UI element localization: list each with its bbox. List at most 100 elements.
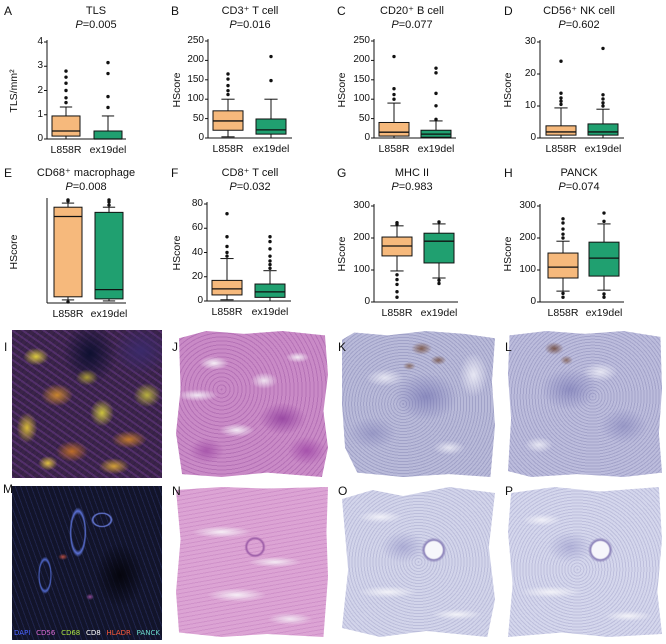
a-l858r-outlier-point — [64, 88, 68, 93]
h-l858r-box — [547, 252, 579, 279]
panel-letter-n: N — [172, 484, 181, 498]
e-l858r-outlier-point — [66, 300, 70, 304]
a-l858r-outlier-point — [64, 69, 68, 73]
boxplot-g — [371, 204, 458, 303]
f-ex19del-boxplot — [254, 235, 286, 302]
y-tick-label-a: 2 — [37, 84, 43, 96]
panel-letter-i: I — [4, 340, 8, 354]
c-ex19del-boxplot — [420, 66, 452, 139]
f-ex19del-outlier-point — [268, 247, 272, 251]
boxplot-h — [537, 204, 624, 303]
c-l858r-outlier-point — [392, 92, 396, 97]
panel-letter-g: G — [337, 166, 347, 180]
y-tick-label-b: 250 — [187, 35, 204, 46]
y-axis-label-d: HScore — [502, 72, 514, 108]
c-ex19del-outlier-point — [434, 71, 438, 75]
chart-title-e: CD68⁺ macrophage — [36, 167, 136, 179]
y-tick-label-a: 1 — [37, 108, 43, 120]
a-ex19del-outlier-point — [106, 105, 110, 110]
f-ex19del-box — [254, 283, 286, 298]
boxplot-d — [537, 40, 624, 139]
x-tick-label-e-ex19del: ex19del — [90, 308, 128, 320]
x-tick-label-b-l858r: L858R — [212, 143, 244, 155]
y-tick-label-h: 0 — [530, 296, 536, 307]
panel-letter-b: B — [171, 4, 180, 18]
boxplot-c — [371, 39, 456, 139]
a-ex19del-boxplot — [93, 60, 123, 140]
y-tick-label-d: 0 — [530, 132, 536, 143]
chart-title-d: CD56⁺ NK cell — [543, 5, 615, 17]
f-l858r-outlier-point — [225, 212, 229, 216]
x-tick-label-d-l858r: L858R — [545, 143, 577, 155]
x-tick-label-d-ex19del: ex19del — [584, 143, 622, 155]
y-tick-label-d: 30 — [524, 36, 536, 47]
x-tick-label-h-ex19del: ex19del — [585, 307, 623, 319]
panel-letter-h: H — [504, 166, 513, 180]
d-l858r-outlier-point — [559, 59, 563, 63]
y-axis-label-c: HScore — [336, 72, 348, 108]
p-value-d: P=0.602 — [558, 19, 600, 31]
h-l858r-boxplot — [547, 217, 579, 299]
chart-title-c: CD20⁺ B cell — [380, 5, 444, 17]
a-l858r-outlier-point — [64, 75, 68, 79]
y-tick-label-g: 200 — [353, 232, 370, 243]
y-tick-label-f: 0 — [197, 295, 203, 306]
b-l858r-outlier-point — [226, 92, 230, 97]
h-ex19del-outlier-point — [602, 219, 606, 224]
g-l858r-outlier-point — [395, 290, 399, 294]
b-ex19del-boxplot — [255, 54, 287, 139]
y-tick-label-d: 20 — [524, 68, 536, 79]
legend-dapi: DAPI — [14, 629, 31, 637]
b-l858r-outlier-point — [226, 88, 230, 93]
b-l858r-boxplot — [212, 72, 244, 138]
a-ex19del-outlier-point — [106, 71, 110, 76]
chart-title-b: CD3⁺ T cell — [221, 5, 279, 17]
b-l858r-outlier-point — [226, 77, 230, 81]
g-l858r-outlier-point — [395, 295, 399, 299]
panel-letter-j: J — [172, 340, 178, 354]
c-l858r-outlier-point — [392, 87, 396, 91]
x-tick-label-c-l858r: L858R — [378, 143, 410, 155]
panel-letter-l: L — [505, 340, 512, 354]
x-tick-label-h-l858r: L858R — [547, 307, 579, 319]
c-ex19del-outlier-point — [434, 91, 438, 96]
he-stain-image-j — [176, 331, 328, 477]
c-l858r-boxplot — [378, 54, 410, 139]
chart-text-layer: A TLS P=0.005 TLS/mm² L858R ex19del 0 1 2 3 4 B CD3⁺… — [4, 4, 623, 320]
h-ex19del-outlier-point — [602, 211, 606, 215]
panel-letter-d: D — [504, 4, 513, 18]
h-ex19del-outlier-point — [602, 295, 606, 299]
f-l858r-outlier-point — [225, 250, 229, 255]
mif-channel-legend: DAPI CD56 CD68 CD8 HLADR PANCK — [14, 628, 160, 638]
g-l858r-outlier-point — [395, 277, 399, 282]
f-ex19del-outlier-point — [268, 254, 272, 258]
f-l858r-outlier-point — [225, 254, 229, 258]
boxplot-b — [205, 39, 292, 139]
ihc-stain-image-o — [342, 487, 495, 637]
h-ex19del-outlier-point — [602, 292, 606, 296]
e-ex19del-box — [94, 211, 124, 300]
panel-letter-c: C — [337, 4, 346, 18]
d-l858r-outlier-point — [559, 99, 563, 103]
a-l858r-outlier-point — [64, 100, 68, 105]
h-l858r-outlier-point — [561, 236, 565, 240]
chart-title-a: TLS — [85, 5, 107, 17]
g-ex19del-boxplot — [423, 220, 455, 286]
y-axis-label-g: HScore — [336, 236, 348, 272]
x-tick-label-e-l858r: L858R — [52, 308, 84, 320]
g-ex19del-outlier-point — [437, 281, 441, 286]
y-tick-label-f: 20 — [191, 270, 203, 282]
y-tick-label-f: 60 — [191, 222, 203, 234]
g-ex19del-outlier-point — [437, 278, 441, 282]
legend-cd8: CD8 — [86, 629, 101, 637]
d-ex19del-outlier-point — [601, 104, 605, 108]
d-ex19del-box — [587, 123, 619, 136]
panel-letter-f: F — [171, 166, 179, 180]
chart-title-g: MHC II — [394, 167, 430, 179]
h-ex19del-boxplot — [588, 211, 620, 299]
d-ex19del-outlier-point — [601, 93, 605, 97]
boxplot-a — [44, 40, 126, 140]
a-l858r-outlier-point — [64, 96, 68, 100]
y-tick-label-h: 300 — [519, 200, 536, 211]
